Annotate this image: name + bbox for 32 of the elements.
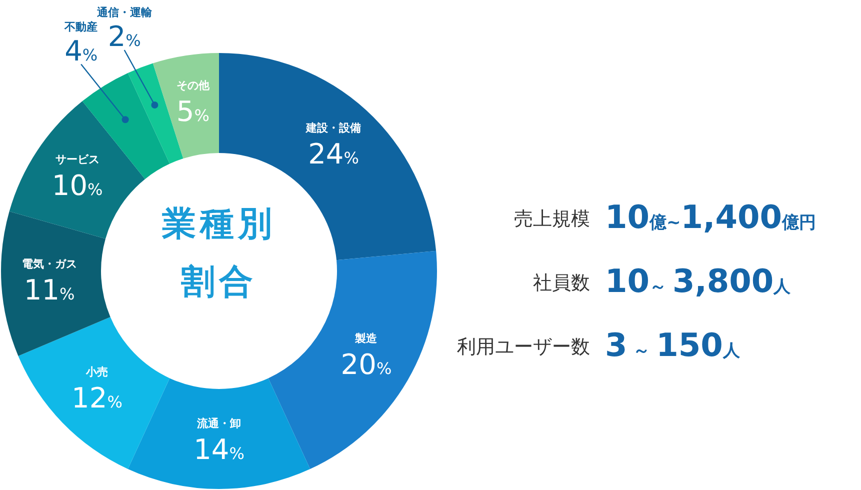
slice-label: 建設・設備 <box>305 121 362 134</box>
donut-slice <box>152 53 219 159</box>
text: 10億~1,400億円 <box>605 198 816 236</box>
data-label: 14% <box>194 433 244 466</box>
donut-slice <box>9 101 146 239</box>
text: 割合 <box>180 262 257 302</box>
text: 売上規模 <box>514 208 590 230</box>
slice-label: その他 <box>176 79 210 92</box>
data-label: 11% <box>24 273 75 306</box>
slice-label: 不動産 <box>64 20 98 34</box>
data-label: 5% <box>176 95 210 128</box>
data-label: 2% <box>108 20 141 53</box>
data-label: 12% <box>72 381 122 414</box>
data-label: 24% <box>308 137 359 170</box>
data-label: 4% <box>64 34 98 68</box>
data-label: 10% <box>52 169 103 202</box>
slice-label: サービス <box>55 153 100 166</box>
slice-label: 通信・運輸 <box>96 6 153 19</box>
text: 社員数 <box>533 272 590 294</box>
slice-label: 製造 <box>354 332 378 345</box>
text: 10～ 3,800人 <box>605 262 792 300</box>
text: 3 ～ 150人 <box>605 326 741 364</box>
data-label: 20% <box>340 348 392 381</box>
slice-label: 小売 <box>84 365 108 378</box>
donut-slice <box>18 316 170 470</box>
donut-slice <box>1 211 110 356</box>
donut-slice <box>128 378 310 489</box>
text: 業種別 <box>161 204 276 244</box>
donut-slice <box>268 250 437 470</box>
text: 利用ユーザー数 <box>457 336 590 358</box>
slice-label: 電気・ガス <box>22 257 77 270</box>
slice-label: 流通・卸 <box>196 417 241 430</box>
